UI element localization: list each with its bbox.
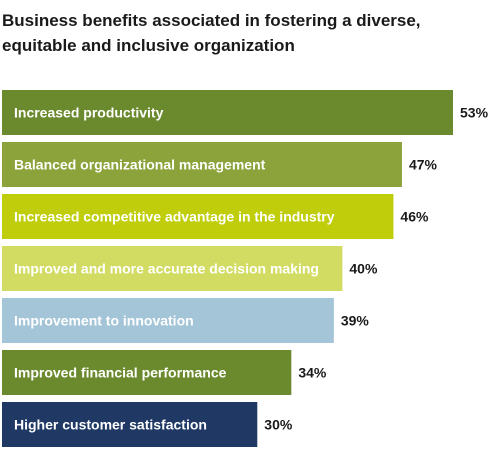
- chart-title: Business benefits associated in fosterin…: [2, 11, 421, 55]
- bar-category-label: Balanced organizational management: [14, 157, 266, 173]
- bar-category-label: Improvement to innovation: [14, 313, 194, 329]
- bar-category-label: Higher customer satisfaction: [14, 417, 207, 433]
- bar-value-label: 34%: [298, 365, 327, 381]
- bar-value-label: 39%: [341, 313, 370, 329]
- bar-value-label: 46%: [400, 209, 429, 225]
- bar-2: [2, 194, 394, 239]
- bar-category-label: Increased productivity: [14, 105, 164, 121]
- bar-value-label: 53%: [460, 105, 489, 121]
- bar-category-label: Improved financial performance: [14, 365, 227, 381]
- bar-0: [2, 90, 453, 135]
- bar-3: [2, 246, 343, 291]
- bar-1: [2, 142, 402, 187]
- bar-category-label: Increased competitive advantage in the i…: [14, 209, 335, 225]
- bar-value-label: 40%: [349, 261, 378, 277]
- bar-value-label: 30%: [264, 417, 293, 433]
- bar-category-label: Improved and more accurate decision maki…: [14, 261, 319, 277]
- bar-value-label: 47%: [409, 157, 438, 173]
- bar-5: [2, 350, 292, 395]
- bar-4: [2, 298, 334, 343]
- bar-6: [2, 402, 258, 447]
